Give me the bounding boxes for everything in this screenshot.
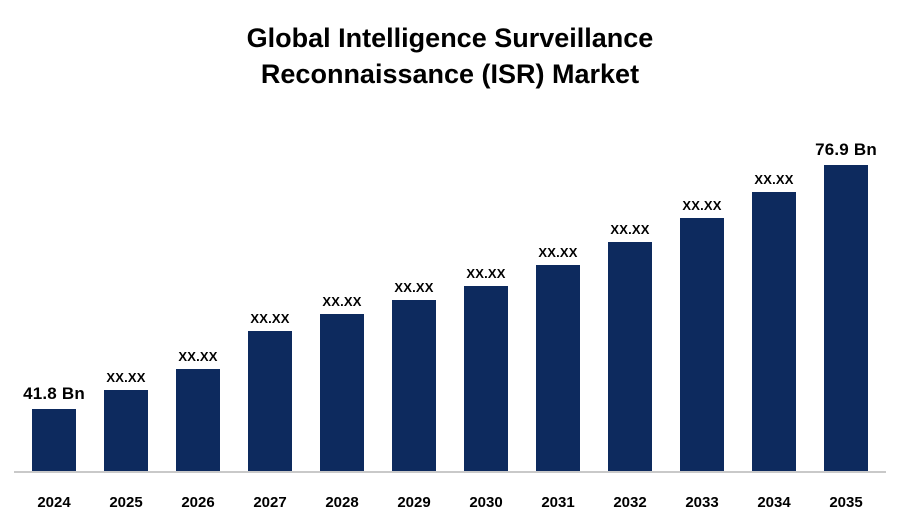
x-axis-line [14,471,886,473]
x-tick-label: 2034 [757,494,791,511]
bar-column: XX.XX [742,172,806,471]
x-tick-label: 2029 [397,494,431,511]
bar [464,286,508,471]
bar-value-label: XX.XX [682,198,722,213]
bar [752,192,796,471]
bar [32,409,76,471]
bar [176,369,220,471]
bar-value-label: XX.XX [466,266,506,281]
bar [680,218,724,471]
x-tick-label: 2035 [829,494,863,511]
bar-column: XX.XX [598,222,662,471]
bar-column: 41.8 Bn [22,384,86,471]
bar-value-label: XX.XX [106,370,146,385]
bar-value-label: XX.XX [610,222,650,237]
bar-column: XX.XX [670,198,734,471]
chart-title-text: Global Intelligence Surveillance Reconna… [246,23,654,90]
bar [104,390,148,471]
bar [608,242,652,471]
bar-column: XX.XX [526,245,590,471]
bar-value-label: XX.XX [754,172,794,187]
bar-column: XX.XX [310,294,374,471]
x-tick-label: 2026 [181,494,215,511]
bar-value-label: XX.XX [250,311,290,326]
bar-value-label: XX.XX [394,280,434,295]
bars: 41.8 Bn XX.XX XX.XX XX.XX XX.XX XX.XX XX.XX XX.… [22,140,878,471]
bar [536,265,580,471]
x-tick-label: 2024 [37,494,71,511]
bar-value-label: XX.XX [322,294,362,309]
bar-column: XX.XX [382,280,446,471]
x-tick-label: 2025 [109,494,143,511]
bar [392,300,436,471]
bar-column: XX.XX [94,370,158,471]
x-tick-label: 2027 [253,494,287,511]
chart-title: Global Intelligence Surveillance Reconna… [0,20,900,93]
bar-value-label: 41.8 Bn [23,384,85,403]
bar-value-label: XX.XX [178,349,218,364]
bar [248,331,292,471]
bar-column: XX.XX [238,311,302,471]
bar-value-label: XX.XX [538,245,578,260]
x-tick-label: 2028 [325,494,359,511]
bar-column: 76.9 Bn [814,140,878,471]
x-axis-labels: 2024 2025 2026 2027 2028 2029 2030 2031 2032 2033… [22,494,878,511]
bar-column: XX.XX [166,349,230,471]
bar-value-label: 76.9 Bn [815,140,877,159]
bar [320,314,364,471]
x-tick-label: 2030 [469,494,503,511]
x-tick-label: 2032 [613,494,647,511]
bar [824,165,868,471]
bar-column: XX.XX [454,266,518,471]
x-tick-label: 2031 [541,494,575,511]
x-tick-label: 2033 [685,494,719,511]
